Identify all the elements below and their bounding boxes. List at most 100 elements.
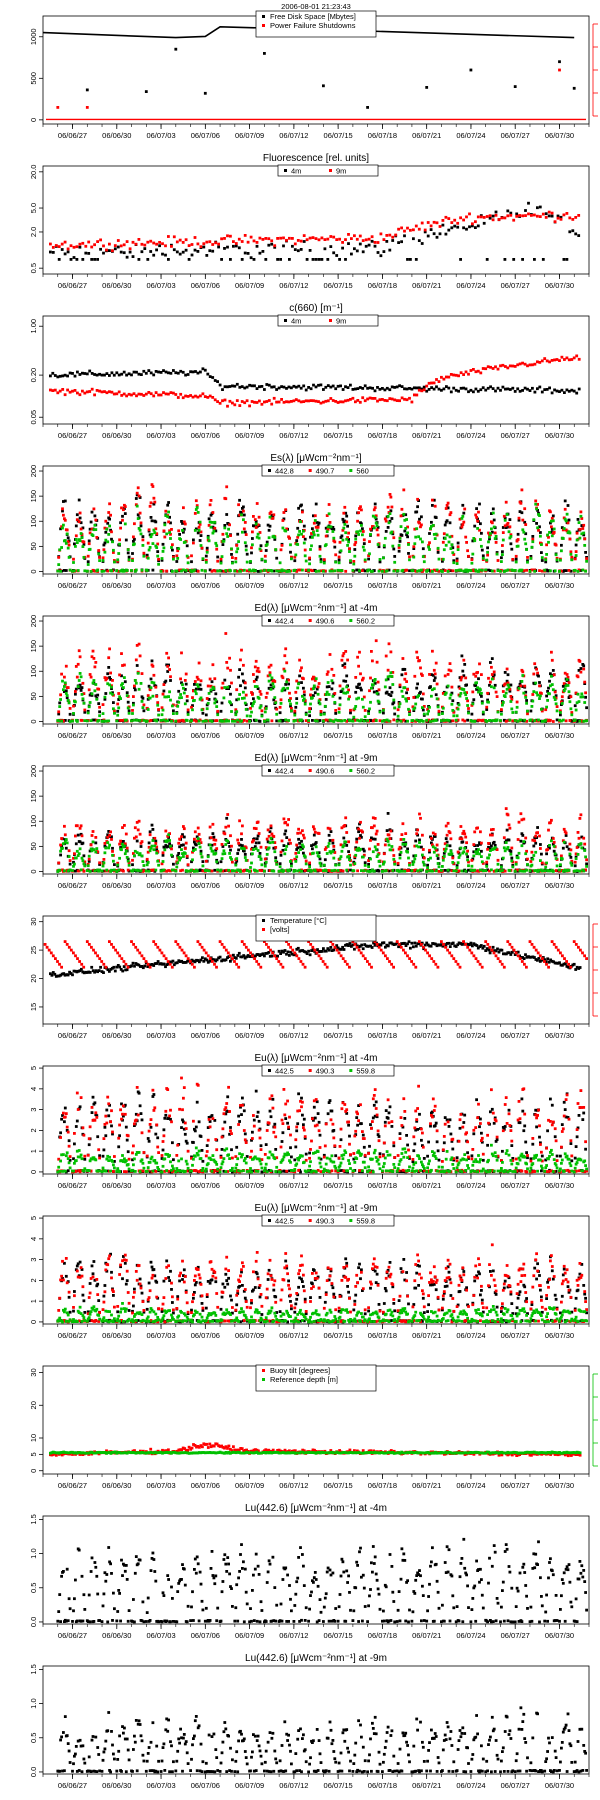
data-point bbox=[300, 503, 303, 507]
data-point bbox=[196, 826, 200, 830]
data-point bbox=[89, 719, 93, 722]
data-point bbox=[340, 689, 344, 693]
data-point bbox=[521, 518, 525, 522]
data-point bbox=[501, 553, 504, 556]
data-point bbox=[397, 543, 401, 547]
data-point bbox=[58, 389, 62, 393]
data-point bbox=[354, 690, 358, 694]
data-point bbox=[526, 560, 529, 564]
data-point bbox=[175, 712, 179, 715]
data-point bbox=[81, 241, 85, 245]
data-point bbox=[399, 514, 403, 518]
data-point bbox=[93, 665, 97, 669]
x-tick-label: 06/07/03 bbox=[146, 281, 175, 290]
data-point bbox=[219, 561, 223, 565]
data-point bbox=[569, 569, 573, 573]
data-point bbox=[267, 243, 271, 247]
data-point bbox=[182, 568, 185, 572]
data-point bbox=[255, 241, 259, 244]
data-point bbox=[570, 719, 574, 723]
data-point bbox=[278, 719, 282, 723]
data-point bbox=[111, 249, 114, 253]
data-point bbox=[110, 530, 113, 534]
data-point bbox=[183, 847, 187, 850]
data-point bbox=[313, 519, 317, 522]
data-point bbox=[154, 544, 158, 548]
data-point bbox=[264, 549, 268, 552]
data-point bbox=[324, 385, 328, 389]
data-point bbox=[243, 853, 247, 856]
data-point bbox=[66, 388, 69, 392]
data-point bbox=[193, 512, 197, 515]
data-point bbox=[486, 550, 489, 554]
data-point bbox=[161, 550, 165, 553]
data-point bbox=[432, 387, 436, 391]
data-point bbox=[198, 520, 202, 524]
data-point bbox=[534, 681, 538, 685]
data-point bbox=[443, 537, 447, 540]
data-point bbox=[370, 719, 373, 723]
data-point bbox=[214, 541, 218, 545]
data-point bbox=[444, 507, 448, 510]
data-point bbox=[312, 676, 316, 680]
data-point bbox=[172, 712, 175, 715]
data-point bbox=[267, 528, 271, 532]
data-point bbox=[525, 701, 528, 705]
data-point bbox=[553, 220, 557, 224]
data-point bbox=[264, 707, 268, 710]
data-point bbox=[480, 568, 484, 572]
data-point bbox=[328, 653, 332, 656]
data-point bbox=[223, 526, 227, 530]
data-point bbox=[51, 251, 55, 254]
data-point bbox=[270, 569, 274, 573]
data-point bbox=[235, 710, 239, 714]
data-point bbox=[204, 558, 208, 562]
x-tick-label: 06/07/03 bbox=[146, 731, 175, 740]
data-point bbox=[83, 372, 87, 375]
data-point bbox=[270, 239, 274, 243]
data-point bbox=[239, 843, 242, 847]
series-3 bbox=[56, 68, 561, 109]
data-point bbox=[152, 496, 156, 500]
data-point bbox=[526, 709, 529, 713]
data-point bbox=[135, 664, 139, 667]
data-point bbox=[477, 690, 480, 694]
data-point bbox=[563, 391, 566, 394]
data-point bbox=[341, 246, 344, 250]
data-point bbox=[486, 546, 489, 550]
data-point bbox=[433, 672, 437, 676]
data-point bbox=[267, 665, 271, 669]
data-point bbox=[236, 569, 240, 573]
data-point bbox=[506, 209, 510, 213]
data-point bbox=[160, 706, 164, 710]
data-point bbox=[547, 540, 550, 544]
data-point bbox=[363, 569, 367, 573]
data-point bbox=[242, 568, 246, 572]
data-point bbox=[374, 517, 378, 521]
x-tick-label: 06/07/15 bbox=[324, 281, 353, 290]
data-point bbox=[139, 841, 143, 845]
data-point bbox=[73, 374, 77, 378]
data-point bbox=[254, 522, 258, 526]
data-point bbox=[237, 246, 241, 250]
data-point bbox=[554, 543, 558, 547]
data-point bbox=[500, 556, 503, 560]
data-point bbox=[150, 681, 154, 684]
data-point bbox=[411, 569, 415, 573]
data-point bbox=[211, 396, 215, 399]
data-point bbox=[182, 843, 185, 847]
data-point bbox=[79, 832, 83, 836]
data-point bbox=[545, 359, 549, 363]
data-point bbox=[139, 682, 143, 685]
data-point bbox=[164, 392, 168, 396]
data-point bbox=[103, 676, 107, 679]
data-point bbox=[136, 671, 140, 675]
data-point bbox=[418, 569, 421, 572]
data-point bbox=[453, 224, 457, 228]
data-point bbox=[266, 523, 270, 527]
data-point bbox=[297, 399, 301, 403]
data-point bbox=[577, 521, 581, 524]
data-point bbox=[269, 663, 273, 667]
data-point bbox=[179, 693, 182, 696]
data-point bbox=[154, 391, 158, 394]
